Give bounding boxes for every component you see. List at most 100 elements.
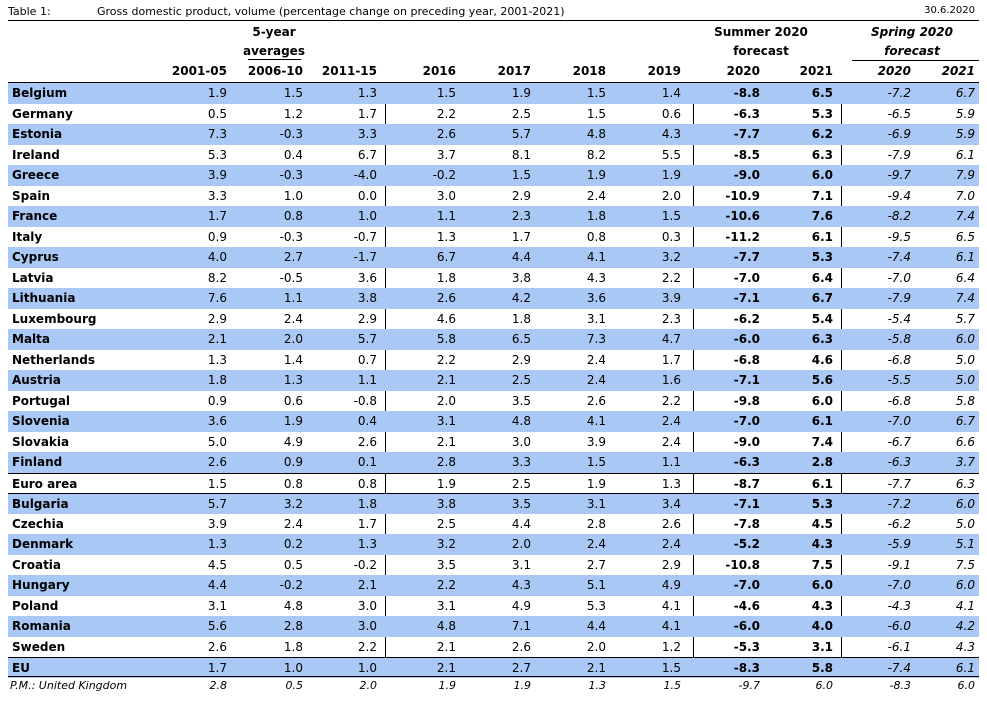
table-cell: 7.5 xyxy=(811,557,833,572)
table-cell: 0.9 xyxy=(207,393,227,408)
table-cell: 2.6 xyxy=(436,127,456,141)
table-cell: 1.5 xyxy=(586,455,606,469)
table-row: Malta 2.1 2.0 5.7 5.8 6.5 7.3 4.7 -6.0 6.3 -5.8 6.0 xyxy=(8,329,979,350)
table-cell: -5.4 xyxy=(887,311,911,326)
table-cell: 3.9 xyxy=(586,434,606,449)
table-row: Lithuania 7.6 1.1 3.8 2.6 4.2 3.6 3.9 -7.1 6.7 -7.… xyxy=(8,288,979,309)
table-cell: 0.9 xyxy=(207,229,227,244)
table-cell: 1.7 xyxy=(207,209,227,223)
memo-cell: 6.0 xyxy=(815,679,834,692)
table-cell: 5.3 xyxy=(811,106,833,121)
table-cell: 6.0 xyxy=(811,393,833,408)
table-cell: 1.3 xyxy=(207,352,227,367)
table-cell: 5.7 xyxy=(207,497,227,511)
table-cell: 6.1 xyxy=(811,414,833,428)
table-cell: 1.5 xyxy=(586,106,606,121)
table-cell: -6.3 xyxy=(733,455,760,469)
table-cell: 2.7 xyxy=(511,661,531,675)
table-cell: 6.2 xyxy=(811,127,833,141)
table-cell: 3.6 xyxy=(357,270,377,285)
row-label: Estonia xyxy=(12,127,63,141)
table-cell: 1.5 xyxy=(661,661,681,675)
table-cell: 3.0 xyxy=(357,598,377,613)
memo-cell: 1.9 xyxy=(513,679,532,692)
table-cell: 4.8 xyxy=(436,619,456,633)
table-cell: 1.3 xyxy=(207,537,227,551)
table-row: Sweden 2.6 1.8 2.2 2.1 2.6 2.0 1.2 -5.3 3.1 -6.1 4.… xyxy=(8,637,979,658)
table-cell: 5.5 xyxy=(661,147,681,162)
table-cell: 2.1 xyxy=(436,373,456,387)
table-cell: 0.7 xyxy=(357,352,377,367)
table-cell: 2.4 xyxy=(661,537,681,551)
table-cell: 6.7 xyxy=(357,147,377,162)
table-cell: 6.4 xyxy=(955,270,975,285)
table-cell: 5.0 xyxy=(207,434,227,449)
row-label: Croatia xyxy=(12,557,62,572)
table-row: Czechia 3.9 2.4 1.7 2.5 4.4 2.8 2.6 -7.8 4.5 -6.2 5… xyxy=(8,514,979,535)
table-row: Hungary 4.4 -0.2 2.1 2.2 4.3 5.1 4.9 -7.0 6.0 -7.0… xyxy=(8,575,979,596)
table-cell: -9.4 xyxy=(887,188,911,203)
group-spring-line1: Spring 2020 xyxy=(871,25,953,39)
table-cell: 1.0 xyxy=(283,188,303,203)
table-row: Portugal 0.9 0.6 -0.8 2.0 3.5 2.6 2.2 -9.8 6.0 -6.… xyxy=(8,391,979,412)
table-cell: -6.0 xyxy=(733,332,760,346)
table-cell: -4.0 xyxy=(353,168,377,182)
table-cell: 4.3 xyxy=(661,127,681,141)
table-cell: -10.8 xyxy=(725,557,760,572)
table-cell: 6.7 xyxy=(436,250,456,264)
table-row: Croatia 4.5 0.5 -0.2 3.5 3.1 2.7 2.9 -10.8 7.5 -9.… xyxy=(8,555,979,576)
table-cell: -6.3 xyxy=(887,455,911,469)
table-cell: 0.4 xyxy=(357,414,377,428)
table-cell: 3.7 xyxy=(436,147,456,162)
row-label: Sweden xyxy=(12,639,66,654)
table-cell: -9.1 xyxy=(887,557,911,572)
table-cell: 2.8 xyxy=(283,619,303,633)
table-cell: 2.4 xyxy=(661,414,681,428)
table-cell: 5.1 xyxy=(586,578,606,592)
table-cell: 2.7 xyxy=(586,557,606,572)
column-header-0: 2001-05 xyxy=(171,64,227,78)
row-label: Spain xyxy=(12,188,50,203)
table-cell: 2.9 xyxy=(207,311,227,326)
row-label: Bulgaria xyxy=(12,497,69,511)
table-cell: 0.8 xyxy=(586,229,606,244)
table-cell: -5.9 xyxy=(887,537,911,551)
table-cell: 7.1 xyxy=(511,619,531,633)
table-cell: 4.4 xyxy=(511,516,531,531)
group-summer-line1: Summer 2020 xyxy=(714,25,808,39)
row-label: Euro area xyxy=(12,476,78,491)
table-cell: -0.8 xyxy=(353,393,377,408)
table-cell: 2.4 xyxy=(283,516,303,531)
table-cell: 2.0 xyxy=(436,393,456,408)
table-cell: 4.1 xyxy=(586,414,606,428)
table-cell: -9.5 xyxy=(887,229,911,244)
table-row: Slovenia 3.6 1.9 0.4 3.1 4.8 4.1 2.4 -7.0 6.1 -7.0… xyxy=(8,411,979,432)
table-cell: 2.8 xyxy=(586,516,606,531)
table-cell: 1.7 xyxy=(661,352,681,367)
table-cell: 4.6 xyxy=(811,352,833,367)
table-cell: -8.2 xyxy=(887,209,911,223)
table-cell: 4.0 xyxy=(811,619,833,633)
row-label: Portugal xyxy=(12,393,71,408)
table-cell: -6.0 xyxy=(887,619,911,633)
table-cell: -6.2 xyxy=(887,516,911,531)
memo-cell: 0.5 xyxy=(285,679,304,692)
table-cell: 5.4 xyxy=(811,311,833,326)
table-cell: 5.0 xyxy=(955,352,975,367)
table-cell: 5.0 xyxy=(955,373,975,387)
table-cell: 3.2 xyxy=(661,250,681,264)
table-cell: 7.3 xyxy=(586,332,606,346)
row-label: France xyxy=(12,209,58,223)
table-cell: -5.3 xyxy=(733,639,760,654)
table-cell: 2.2 xyxy=(357,639,377,654)
table-cell: 2.1 xyxy=(357,578,377,592)
table-cell: 2.6 xyxy=(436,291,456,305)
table-cell: 1.8 xyxy=(511,311,531,326)
table-cell: 2.4 xyxy=(661,434,681,449)
table-cell: 2.0 xyxy=(283,332,303,346)
table-cell: 6.5 xyxy=(811,86,833,100)
table-cell: 5.1 xyxy=(955,537,975,551)
table-cell: 2.0 xyxy=(586,639,606,654)
table-cell: -6.8 xyxy=(887,352,911,367)
